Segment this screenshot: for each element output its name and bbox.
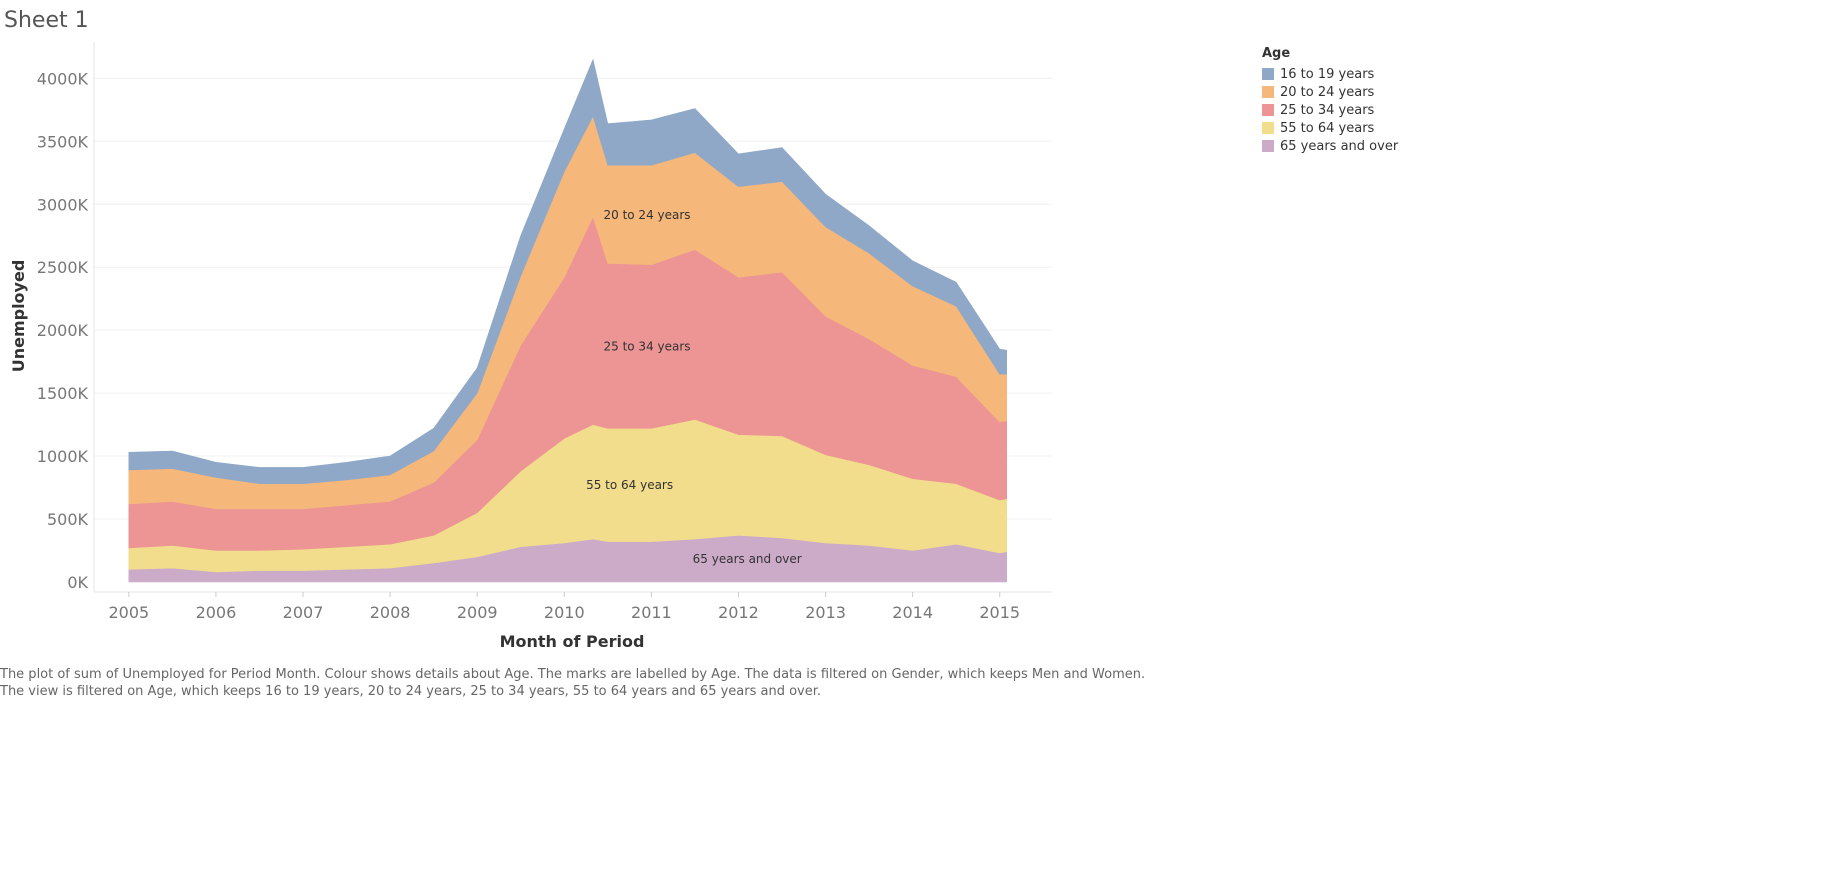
legend-label: 25 to 34 years (1280, 102, 1375, 118)
y-tick-label: 3500K (37, 132, 89, 151)
legend-item-65-over[interactable]: 65 years and over (1262, 137, 1398, 155)
legend-swatch (1262, 140, 1274, 152)
area-label: 20 to 24 years (603, 208, 690, 222)
legend-swatch (1262, 104, 1274, 116)
legend-swatch (1262, 68, 1274, 80)
stacked-area-chart: 0K 500K 1000K 1500K 2000K 2500K 3000K 3500K 4000… (9, 42, 1052, 651)
x-tick-label: 2011 (631, 603, 672, 622)
y-tick-label: 2500K (37, 258, 89, 277)
area-16-to-19-years[interactable] (128, 59, 1007, 484)
area-label: 25 to 34 years (603, 339, 690, 353)
x-tick-label: 2008 (370, 603, 411, 622)
legend-item-20-24[interactable]: 20 to 24 years (1262, 83, 1398, 101)
x-tick-label: 2009 (457, 603, 498, 622)
sheet-title: Sheet 1 (4, 8, 89, 33)
axis-layer: 0K 500K 1000K 1500K 2000K 2500K 3000K 3500K 4000… (37, 42, 1052, 622)
y-tick-label: 0K (67, 573, 88, 592)
chart-caption: The plot of sum of Unemployed for Period… (0, 666, 1146, 700)
x-tick-label: 2006 (196, 603, 237, 622)
legend-item-16-19[interactable]: 16 to 19 years (1262, 65, 1398, 83)
legend-item-55-64[interactable]: 55 to 64 years (1262, 119, 1398, 137)
legend-label: 55 to 64 years (1280, 120, 1375, 136)
label-layer: 20 to 24 years 25 to 34 years 55 to 64 yea… (586, 208, 802, 566)
legend: Age 16 to 19 years 20 to 24 years 25 to … (1262, 46, 1398, 155)
legend-swatch (1262, 122, 1274, 134)
x-axis-title: Month of Period (500, 632, 645, 651)
y-axis-title: Unemployed (9, 260, 28, 373)
legend-label: 20 to 24 years (1280, 84, 1375, 100)
area-layer (128, 59, 1007, 583)
area-label: 65 years and over (693, 552, 802, 566)
x-tick-label: 2007 (283, 603, 324, 622)
legend-label: 16 to 19 years (1280, 66, 1375, 82)
y-tick-label: 3000K (37, 195, 89, 214)
x-tick-label: 2010 (544, 603, 585, 622)
legend-title: Age (1262, 46, 1291, 61)
y-tick-label: 1000K (37, 447, 89, 466)
x-tick-label: 2012 (718, 603, 759, 622)
y-tick-label: 4000K (37, 69, 89, 88)
legend-label: 65 years and over (1280, 138, 1399, 154)
y-tick-label: 2000K (37, 321, 89, 340)
caption-line-1: The plot of sum of Unemployed for Period… (0, 667, 1146, 682)
x-tick-label: 2014 (892, 603, 933, 622)
x-tick-label: 2013 (805, 603, 846, 622)
y-tick-label: 1500K (37, 384, 89, 403)
area-label: 55 to 64 years (586, 478, 673, 492)
legend-swatch (1262, 86, 1274, 98)
y-tick-label: 500K (47, 510, 89, 529)
caption-line-2: The view is filtered on Age, which keeps… (0, 684, 822, 699)
legend-item-25-34[interactable]: 25 to 34 years (1262, 101, 1398, 119)
x-tick-label: 2015 (979, 603, 1020, 622)
x-tick-label: 2005 (108, 603, 149, 622)
